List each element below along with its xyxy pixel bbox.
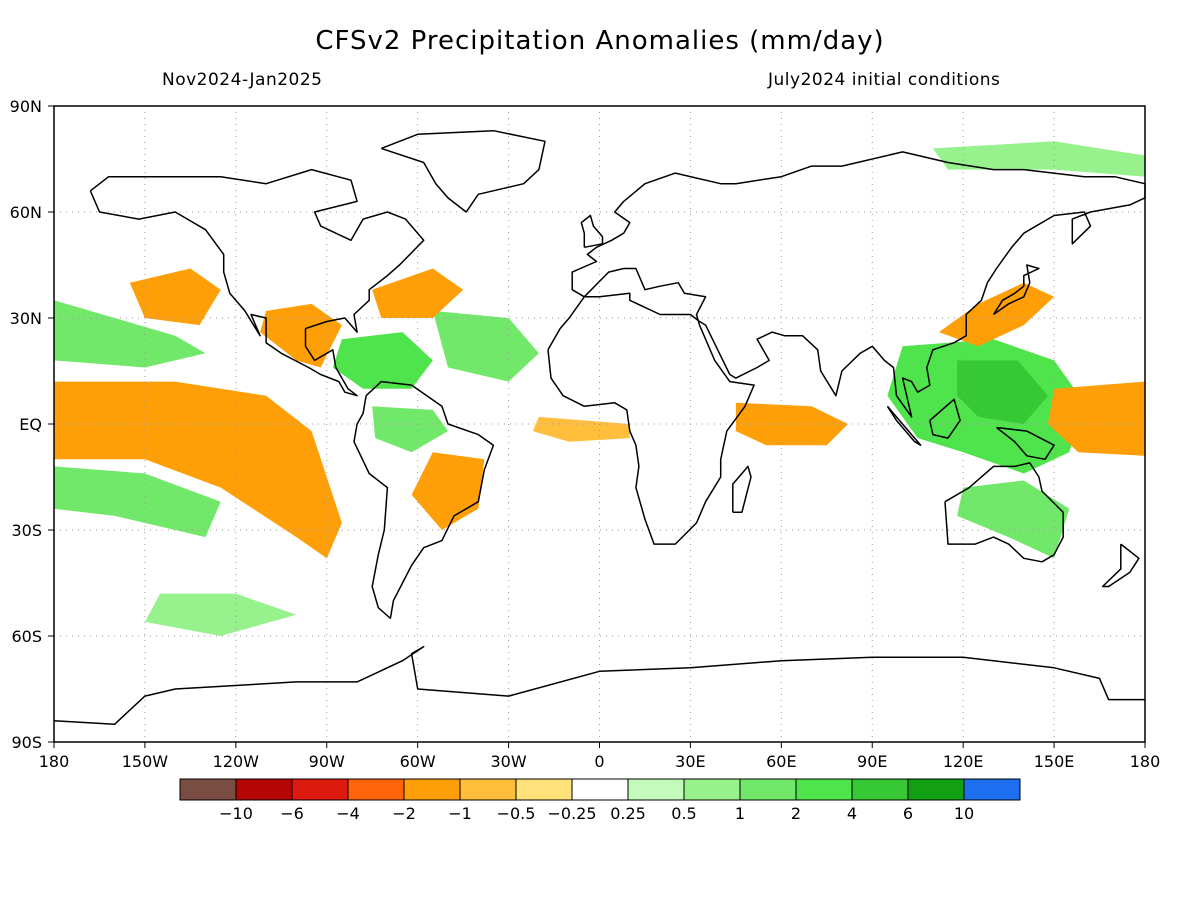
anomaly-east-pacific-dry-band bbox=[54, 381, 342, 559]
colorbar-label: 10 bbox=[954, 804, 974, 823]
colorbar-swatch bbox=[795, 778, 853, 801]
coastline-antarctica bbox=[53, 645, 1145, 726]
colorbar-swatch bbox=[291, 778, 349, 801]
colorbar-label: −2 bbox=[392, 804, 416, 823]
lon-tick-label: 120W bbox=[213, 752, 260, 771]
colorbar-swatch bbox=[851, 778, 909, 801]
anomaly-australia-wet bbox=[957, 480, 1070, 559]
anomaly-gulf-guinea-dry bbox=[532, 416, 630, 442]
colorbar-swatch bbox=[907, 778, 965, 801]
lat-tick-label: 30S bbox=[11, 521, 42, 540]
anomaly-atlantic-wet bbox=[432, 310, 539, 382]
lon-tick-label: 90E bbox=[857, 752, 887, 771]
coastline-layer bbox=[53, 129, 1146, 726]
colorbar-label: 0.5 bbox=[671, 804, 696, 823]
anomaly-south-america-dry bbox=[411, 452, 485, 530]
colorbar-label: −6 bbox=[280, 804, 304, 823]
coastline-sumatra bbox=[886, 405, 922, 446]
colorbar-label: −0.5 bbox=[497, 804, 536, 823]
colorbar-label: −1 bbox=[448, 804, 472, 823]
anomaly-maritime-core-wet bbox=[957, 360, 1048, 424]
anomaly-subtropic-pacific-wet-n bbox=[54, 300, 206, 368]
coastline-australia bbox=[944, 462, 1064, 563]
colorbar-swatch bbox=[683, 778, 741, 801]
colorbar-swatch bbox=[515, 778, 573, 801]
colorbar-label: 4 bbox=[847, 804, 857, 823]
anomaly-nw-pacific-dry bbox=[938, 282, 1055, 347]
colorbar-swatch bbox=[571, 778, 629, 801]
latitude-axis: 90N 60N 30N EQ 30S 60S 90S bbox=[10, 97, 54, 752]
lon-tick-label: 180 bbox=[39, 752, 70, 771]
anomaly-amazon-wet bbox=[372, 406, 448, 453]
coastline-madagascar bbox=[732, 465, 752, 514]
lon-tick-label: 30E bbox=[675, 752, 705, 771]
colorbar-swatch bbox=[235, 778, 293, 801]
coastline-japan bbox=[992, 264, 1040, 316]
lon-tick-label: 150E bbox=[1034, 752, 1075, 771]
colorbar-swatch bbox=[627, 778, 685, 801]
colorbar-swatch bbox=[179, 778, 237, 801]
anomaly-mexico-gulf-dry bbox=[260, 303, 342, 368]
coastline-new-zealand bbox=[1101, 543, 1140, 588]
colorbar-swatch bbox=[459, 778, 517, 801]
coastline-new-guinea bbox=[996, 426, 1055, 461]
initial-conditions: July2024 initial conditions bbox=[768, 70, 1001, 90]
coastline-south-america bbox=[353, 380, 495, 620]
colorbar-swatch bbox=[347, 778, 405, 801]
colorbar: −10 −6 −4 −2 −1 −0.5 −0.25 0.25 0.5 1 2 4 6 10 bbox=[179, 778, 1021, 823]
coastline-new-guinea-borneo bbox=[929, 398, 961, 439]
anomaly-southern-ocean-wet bbox=[144, 593, 297, 636]
coastline-north-america bbox=[89, 168, 425, 397]
forecast-period: Nov2024-Jan2025 bbox=[162, 70, 323, 90]
lon-tick-label: 180 bbox=[1130, 752, 1161, 771]
grid-layer bbox=[54, 106, 1145, 742]
anomaly-ne-pacific-dry bbox=[129, 268, 221, 326]
lat-tick-label: 90S bbox=[11, 733, 42, 752]
colorbar-label: −4 bbox=[336, 804, 360, 823]
lon-tick-label: 120E bbox=[943, 752, 984, 771]
anomaly-caribbean-wet bbox=[332, 332, 433, 389]
colorbar-label: 0.25 bbox=[610, 804, 646, 823]
colorbar-swatch bbox=[963, 778, 1021, 801]
lat-tick-label: 60N bbox=[10, 203, 42, 222]
coastline-greenland bbox=[381, 129, 546, 213]
colorbar-swatch bbox=[403, 778, 461, 801]
colorbar-label: 1 bbox=[735, 804, 745, 823]
lon-tick-label: 60E bbox=[766, 752, 796, 771]
longitude-axis: 180 150W 120W 90W 60W 30W 0 30E 60E 90E 120E 150E 18… bbox=[39, 742, 1161, 771]
map-title: CFSv2 Precipitation Anomalies (mm/day) bbox=[315, 26, 885, 56]
colorbar-swatch bbox=[739, 778, 797, 801]
lat-tick-label: 90N bbox=[10, 97, 42, 116]
anomaly-west-pacific-dry-outer bbox=[1048, 381, 1145, 456]
lat-tick-label: 60S bbox=[11, 627, 42, 646]
lat-tick-label: 30N bbox=[10, 309, 42, 328]
lon-tick-label: 0 bbox=[594, 752, 604, 771]
anomaly-atlantic-dry-nw bbox=[372, 268, 464, 318]
lat-tick-label: EQ bbox=[19, 415, 42, 434]
anomaly-layer bbox=[54, 141, 1145, 636]
colorbar-label: −10 bbox=[219, 804, 253, 823]
anomaly-subtropic-pacific-wet-s bbox=[54, 466, 221, 538]
lon-tick-label: 30W bbox=[490, 752, 526, 771]
lon-tick-label: 90W bbox=[309, 752, 345, 771]
colorbar-label: −0.25 bbox=[547, 804, 596, 823]
anomaly-west-indian-ocean-dry bbox=[735, 402, 848, 446]
coastline-britain bbox=[580, 214, 604, 249]
colorbar-label: 2 bbox=[791, 804, 801, 823]
lon-tick-label: 150W bbox=[122, 752, 169, 771]
lon-tick-label: 60W bbox=[400, 752, 436, 771]
colorbar-label: 6 bbox=[903, 804, 913, 823]
coastline-africa-eurasia bbox=[547, 151, 1146, 545]
